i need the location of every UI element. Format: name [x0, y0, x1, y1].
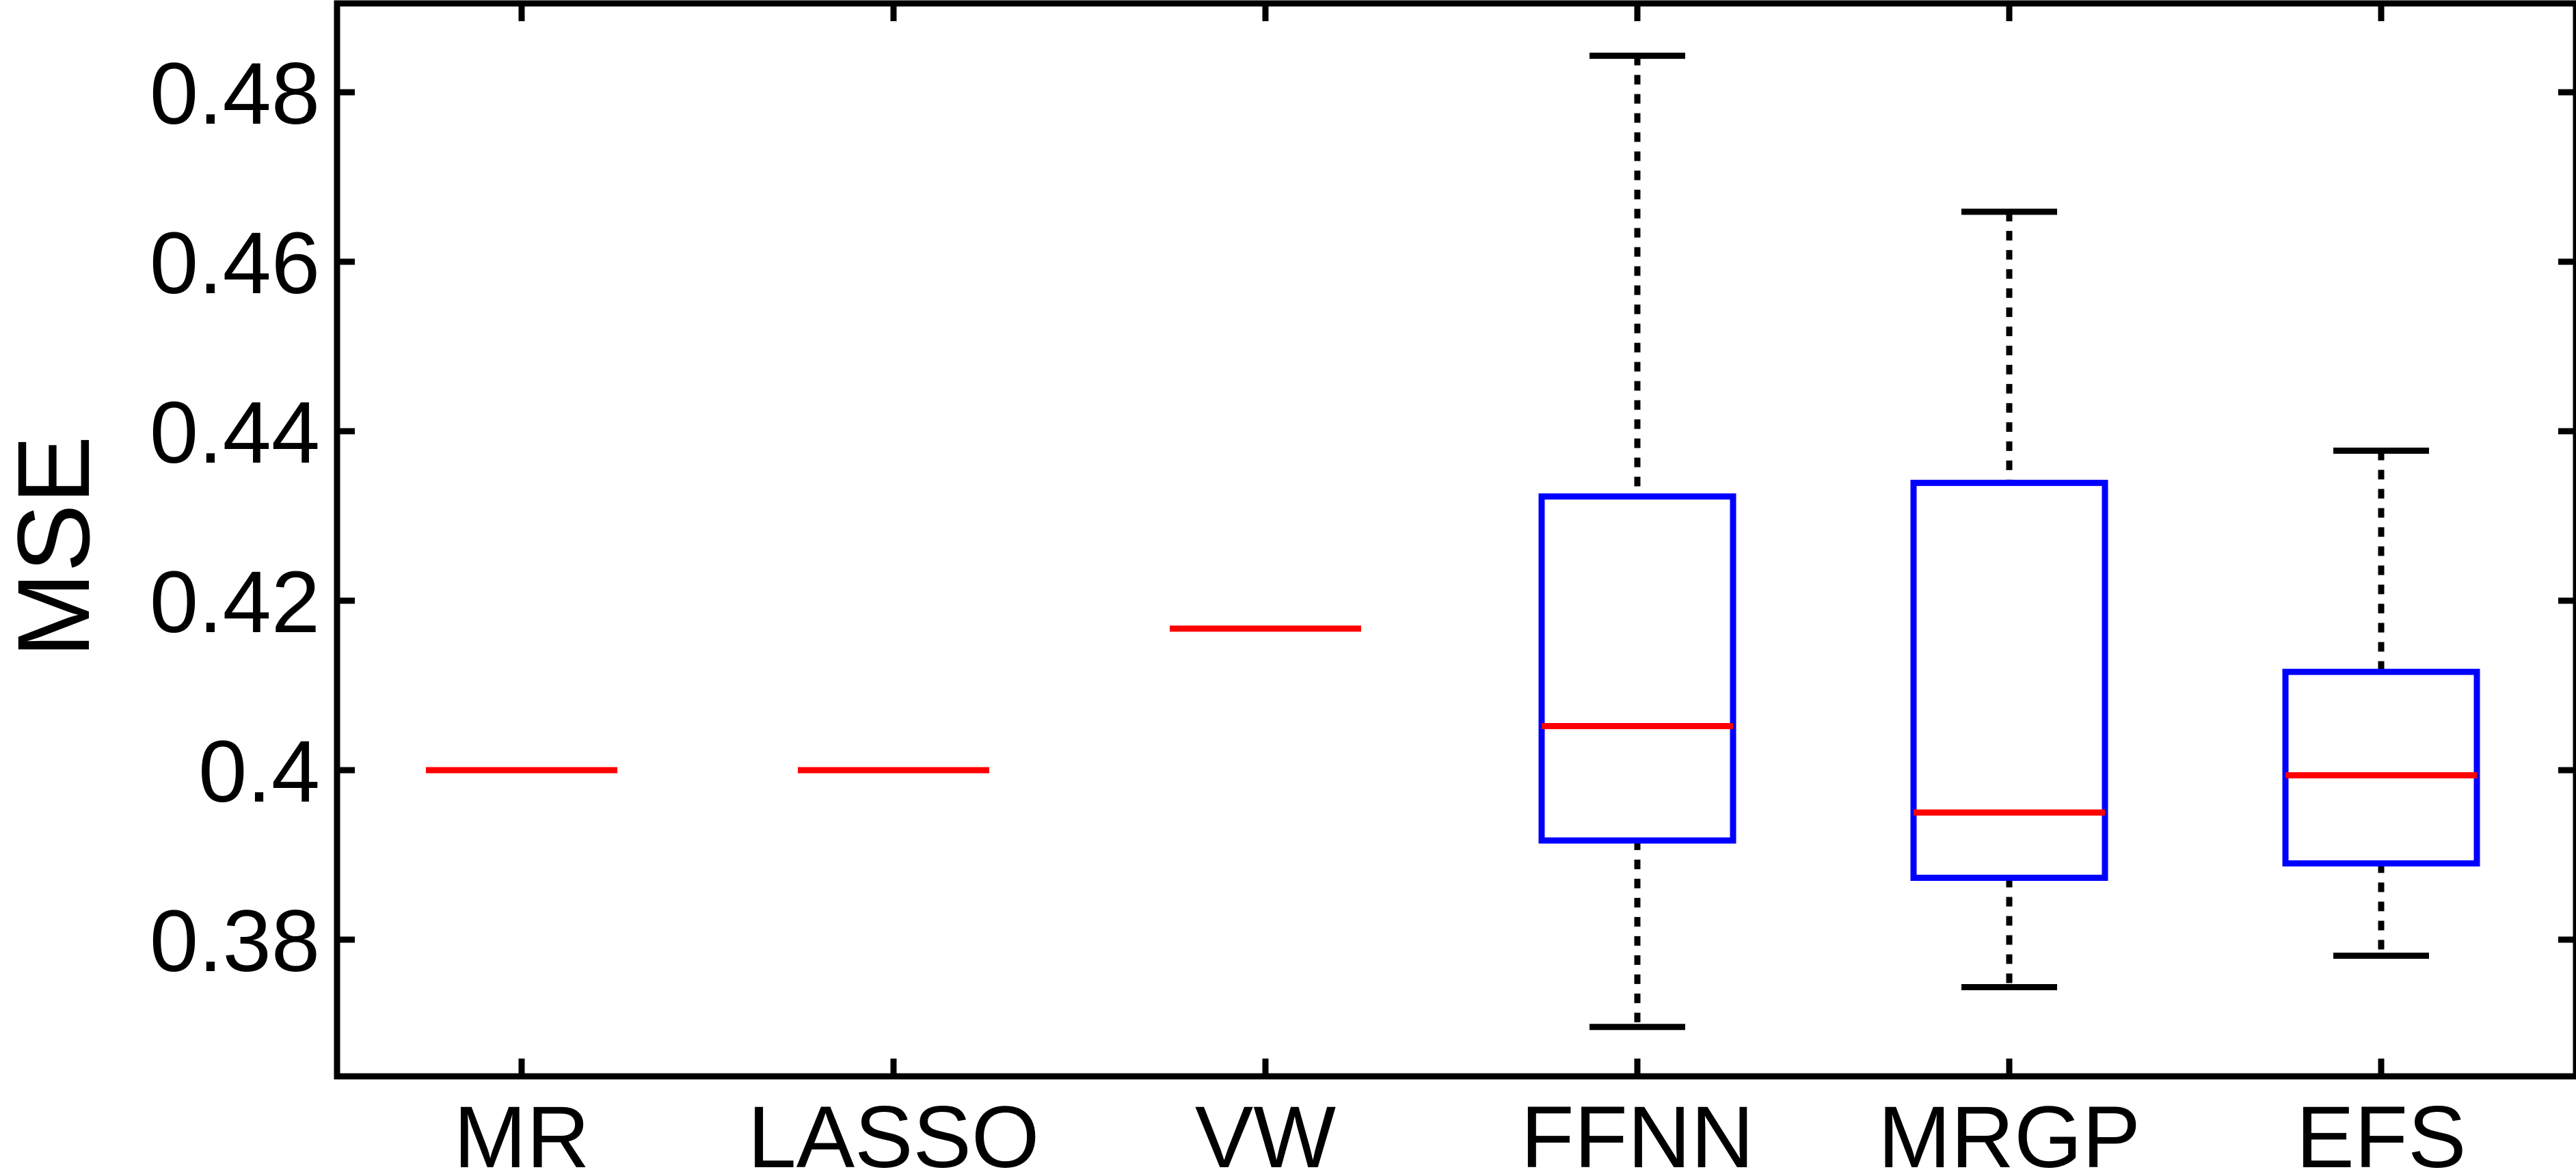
- x-tick-label: FFNN: [1520, 1089, 1754, 1172]
- plot-area: 0.38 0.4 0.42 0.44 0.46 0.48 MR LASSO VW FFNN MRGP…: [150, 0, 2576, 1172]
- x-tick-label: MRGP: [1878, 1089, 2141, 1172]
- x-tick-label: VW: [1195, 1089, 1336, 1172]
- y-tick-label: 0.46: [150, 215, 320, 312]
- x-tick-label: EFS: [2296, 1089, 2467, 1172]
- x-tick-label: LASSO: [748, 1089, 1040, 1172]
- plot-frame: [334, 0, 2576, 1080]
- y-axis-label: MSE: [0, 435, 111, 657]
- x-tick-label: MR: [453, 1089, 589, 1172]
- y-tick-label: 0.42: [150, 554, 320, 651]
- y-tick-label: 0.38: [150, 892, 320, 990]
- y-tick-label: 0.4: [198, 723, 320, 821]
- y-tick-label: 0.48: [150, 45, 320, 143]
- box-iqr: [1910, 480, 2108, 881]
- box-iqr: [1538, 493, 1736, 844]
- box-iqr: [2282, 668, 2480, 867]
- y-tick-label: 0.44: [150, 384, 320, 482]
